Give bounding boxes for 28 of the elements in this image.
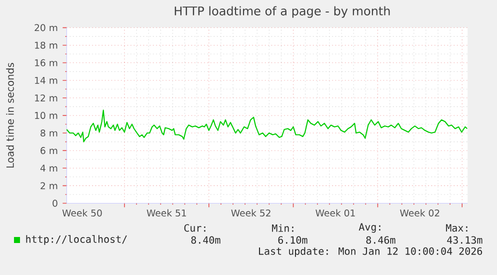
x-tick-label: Week 02 [400,209,440,217]
y-tick-label: 14 m [35,76,58,84]
y-tick-label: 6 m [40,147,58,154]
x-tick-label: Week 51 [146,209,186,217]
y-axis-title: Load time in seconds [6,62,14,168]
text: Max: [446,224,468,232]
x-tick-label: Week 52 [231,209,270,217]
text: 8.40m [191,236,220,244]
y-tick-label: 12 m [35,94,58,102]
text: Last update: Mon Jan 12 10:00:04 2026 [259,247,482,257]
text: 43.13m [447,236,482,244]
chart-title: HTTP loadtime of a page - by month [174,6,390,18]
y-tick-label: 8 m [40,129,58,137]
text: 6.10m [278,236,308,244]
text: 8.46m [366,236,396,244]
text: Cur: [184,224,206,232]
y-tick-label: 2 m [40,182,58,190]
text: Min: [272,224,294,232]
y-tick-label: 10 m [35,112,58,119]
text: Avg: [358,223,380,233]
y-tick-label: 4 m [40,164,58,172]
y-tick-label: 20 m [34,24,58,32]
x-tick-label: Week 01 [316,209,355,217]
y-tick-label: 16 m [35,59,58,66]
x-tick-label: Week 50 [62,209,102,217]
y-tick-label: 18 m [35,42,58,49]
legend-label: http://localhost/ [26,235,127,245]
y-tick-label: 0 [52,200,58,207]
